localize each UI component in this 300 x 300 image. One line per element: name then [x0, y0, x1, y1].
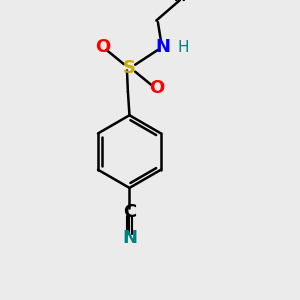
Text: O: O	[149, 80, 164, 98]
Text: N: N	[122, 230, 137, 247]
Text: N: N	[155, 38, 170, 56]
Text: H: H	[177, 40, 189, 55]
Text: O: O	[95, 38, 110, 56]
Text: S: S	[123, 59, 136, 77]
Text: C: C	[123, 202, 136, 220]
